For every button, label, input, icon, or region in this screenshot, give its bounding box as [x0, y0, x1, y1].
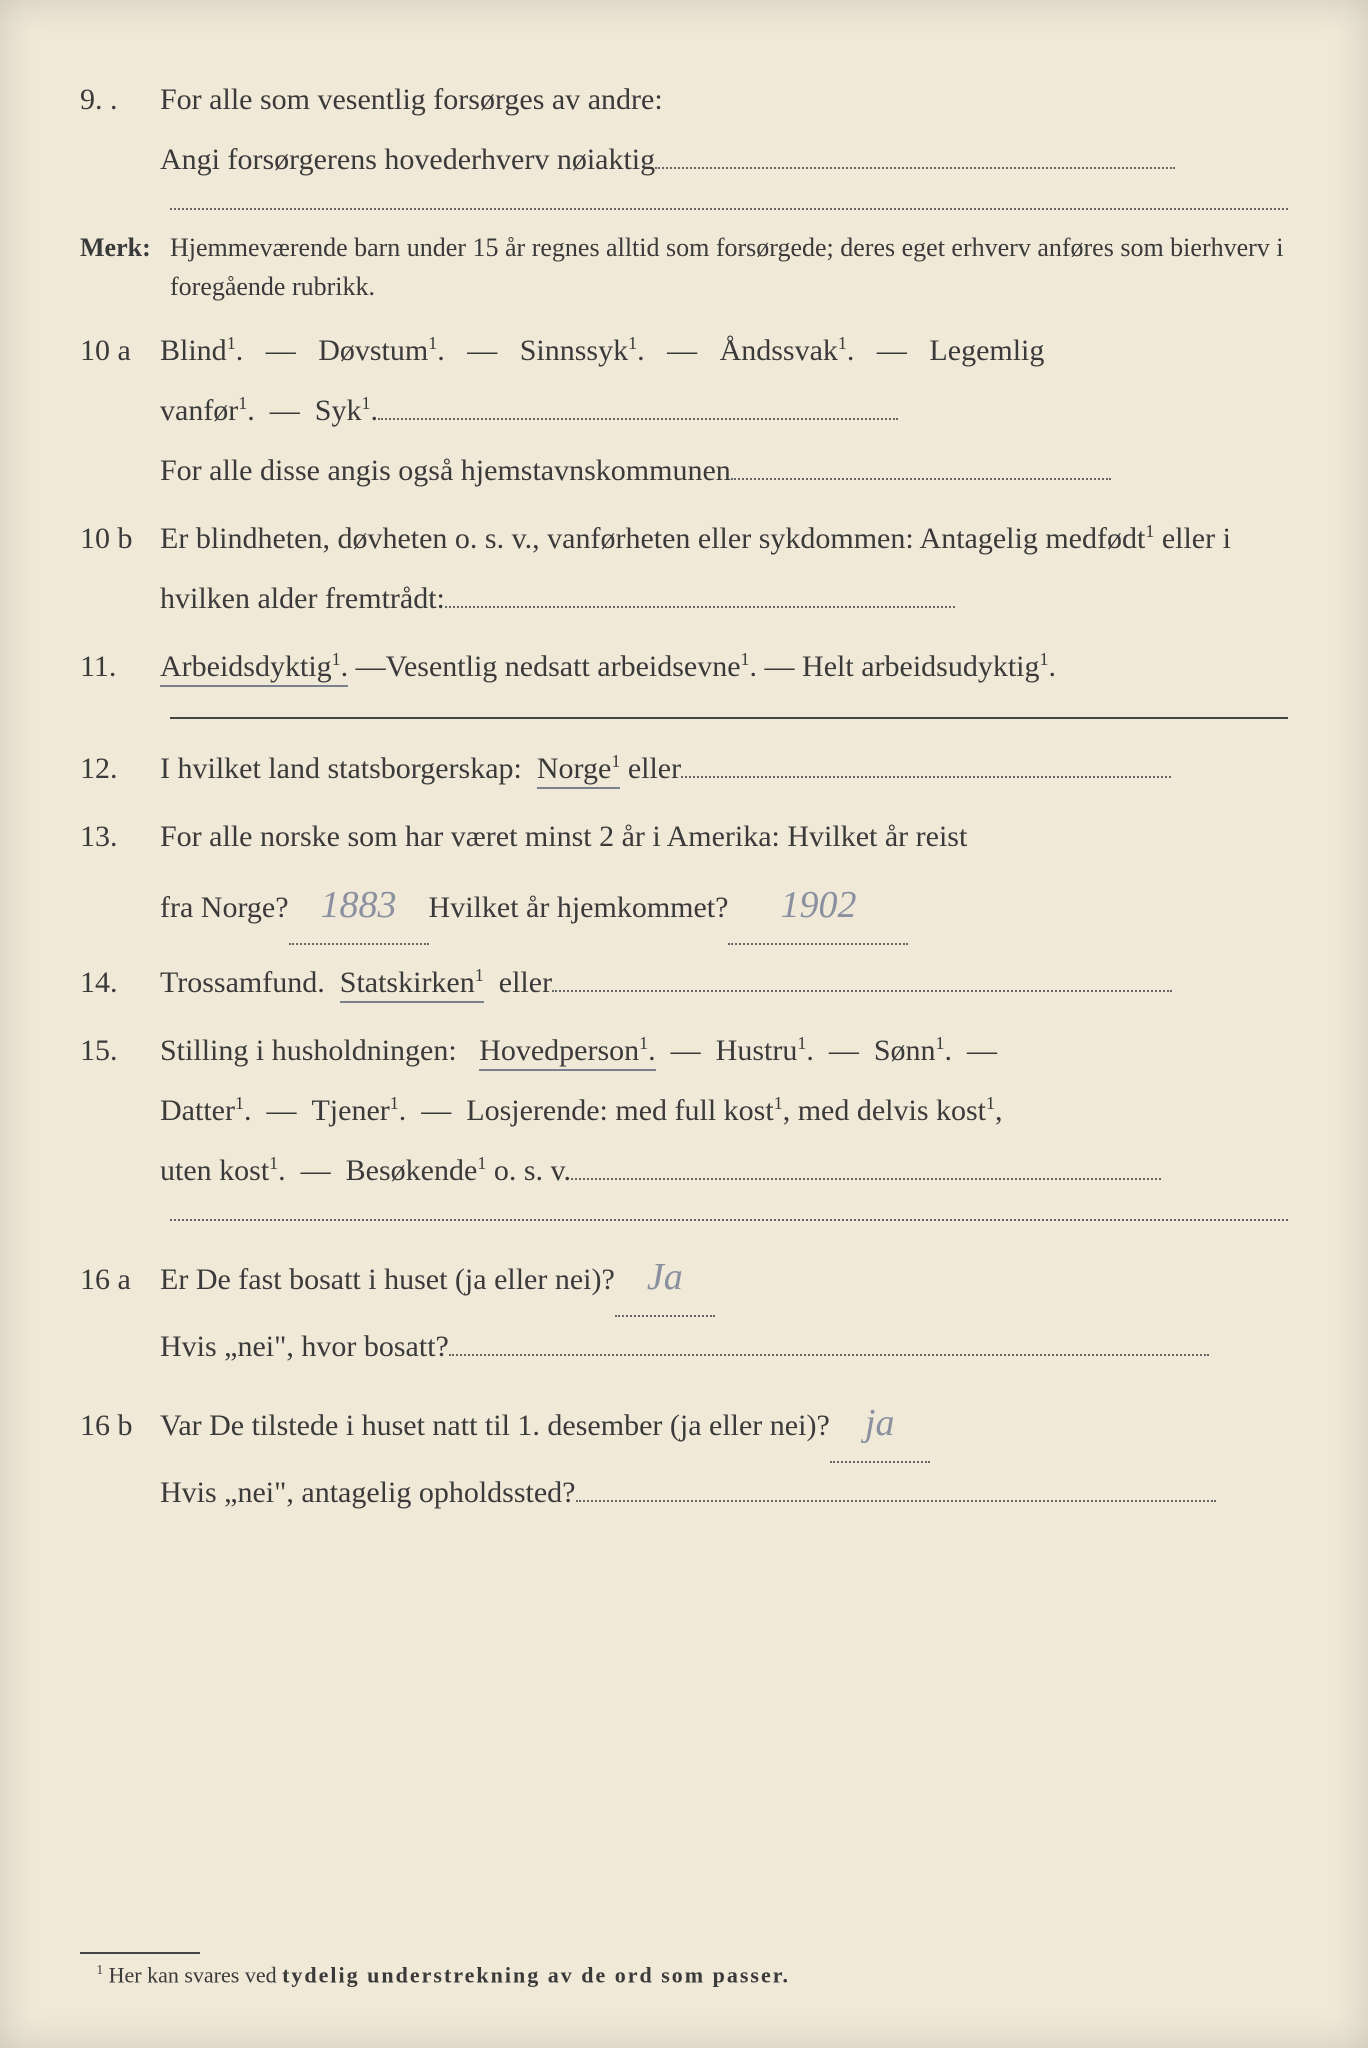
q14-eller: eller: [499, 966, 552, 999]
q16a-text2: Hvis „nei", hvor bosatt?: [160, 1330, 449, 1363]
q16b-answer: ja: [865, 1402, 895, 1444]
question-15: 15. Stilling i husholdningen: Hovedperso…: [80, 1021, 1288, 1201]
q15-losjerende: Losjerende: med full kost: [466, 1094, 773, 1127]
q16b-number: 16 b: [80, 1409, 160, 1443]
q15-osv: o. s. v.: [486, 1154, 571, 1187]
q12-eller: eller: [628, 752, 681, 785]
q9-line1: For alle som vesentlig forsørges av andr…: [160, 83, 663, 116]
q16a-content: Er De fast bosatt i huset (ja eller nei)…: [160, 1239, 1288, 1377]
q15-besokende: Besøkende: [346, 1154, 478, 1187]
q15-text: Stilling i husholdningen:: [160, 1034, 457, 1067]
census-form-page: 9. . For alle som vesentlig forsørges av…: [0, 0, 1368, 2048]
q12-text: I hvilket land statsborgerskap:: [160, 752, 522, 785]
merk-text: Hjemmeværende barn under 15 år regnes al…: [170, 228, 1288, 306]
question-11: 11. Arbeidsdyktig1. —Vesentlig nedsatt a…: [80, 637, 1288, 697]
q12-content: I hvilket land statsborgerskap: Norge1 e…: [160, 739, 1288, 799]
q16b-content: Var De tilstede i huset natt til 1. dese…: [160, 1385, 1288, 1523]
q10a-syk: Syk: [315, 394, 362, 427]
question-16a: 16 a Er De fast bosatt i huset (ja eller…: [80, 1239, 1288, 1377]
footnote-num: 1: [97, 1962, 104, 1977]
q9-number: 9. .: [80, 83, 160, 117]
q15-uten: uten kost: [160, 1154, 269, 1187]
q13-number: 13.: [80, 820, 160, 854]
q16b-text2: Hvis „nei", antagelig opholdssted?: [160, 1476, 576, 1509]
q12-number: 12.: [80, 752, 160, 786]
q15-datter: Datter: [160, 1094, 235, 1127]
merk-note: Merk: Hjemmeværende barn under 15 år reg…: [80, 228, 1288, 306]
q11-number: 11.: [80, 650, 160, 684]
q10a-legemlig: Legemlig: [929, 334, 1044, 367]
question-9: 9. . For alle som vesentlig forsørges av…: [80, 70, 1288, 190]
q10a-andssvak: Åndssvak: [720, 334, 838, 367]
question-10b: 10 b Er blindheten, døvheten o. s. v., v…: [80, 509, 1288, 629]
q11-content: Arbeidsdyktig1. —Vesentlig nedsatt arbei…: [160, 637, 1288, 697]
q10a-dovstum: Døvstum: [318, 334, 428, 367]
section-divider-1: [170, 717, 1288, 719]
q10b-content: Er blindheten, døvheten o. s. v., vanfør…: [160, 509, 1288, 629]
question-16b: 16 b Var De tilstede i huset natt til 1.…: [80, 1385, 1288, 1523]
q12-norge: Norge1: [537, 752, 620, 789]
q14-number: 14.: [80, 966, 160, 1000]
footnote-bold: tydelig understrekning av de ord som pas…: [282, 1962, 790, 1987]
q10a-sinnssyk: Sinnssyk: [520, 334, 628, 367]
q11-mid: Vesentlig nedsatt arbeidsevne: [386, 650, 741, 683]
divider: [170, 208, 1288, 210]
q11-arbeidsdyktig: Arbeidsdyktig1.: [160, 650, 348, 687]
question-14: 14. Trossamfund. Statskirken1 eller: [80, 953, 1288, 1013]
q15-delvis: , med delvis kost: [783, 1094, 986, 1127]
footnote-text: Her kan svares ved: [109, 1962, 283, 1987]
footnote: 1 Her kan svares ved tydelig understrekn…: [80, 1952, 1288, 1988]
question-13: 13. For alle norske som har været minst …: [80, 807, 1288, 945]
q13-answer1: 1883: [321, 884, 397, 926]
q16b-text1: Var De tilstede i huset natt til 1. dese…: [160, 1409, 830, 1442]
q14-statskirken: Statskirken1: [340, 966, 484, 1003]
q13-content: For alle norske som har været minst 2 år…: [160, 807, 1288, 945]
q10a-number: 10 a: [80, 334, 160, 368]
q9-line2: Angi forsørgerens hovederhverv nøiaktig: [160, 143, 655, 176]
q10a-blind: Blind: [160, 334, 227, 367]
q16a-answer: Ja: [647, 1256, 683, 1298]
q14-text: Trossamfund.: [160, 966, 325, 999]
q10a-line3: For alle disse angis også hjemstavnskomm…: [160, 454, 731, 487]
q10a-vanfor: vanfør: [160, 394, 238, 427]
q15-number: 15.: [80, 1034, 160, 1068]
q14-content: Trossamfund. Statskirken1 eller: [160, 953, 1288, 1013]
merk-label: Merk:: [80, 233, 170, 263]
question-12: 12. I hvilket land statsborgerskap: Norg…: [80, 739, 1288, 799]
q13-answer2: 1902: [780, 884, 856, 926]
q10b-text: Er blindheten, døvheten o. s. v., vanfør…: [160, 522, 1145, 555]
divider: [170, 1219, 1288, 1221]
q15-tjener: Tjener: [311, 1094, 389, 1127]
q16a-number: 16 a: [80, 1263, 160, 1297]
q11-opt3: Helt arbeidsudyktig: [802, 650, 1039, 683]
q15-hovedperson: Hovedperson1.: [479, 1034, 655, 1071]
q16a-text1: Er De fast bosatt i huset (ja eller nei)…: [160, 1263, 615, 1296]
q15-sonn: Sønn: [874, 1034, 936, 1067]
q10a-content: Blind1. — Døvstum1. — Sinnssyk1. — Åndss…: [160, 321, 1288, 501]
q13-text1: For alle norske som har været minst 2 år…: [160, 820, 967, 853]
q10b-number: 10 b: [80, 522, 160, 556]
q15-hustru: Hustru: [716, 1034, 798, 1067]
q15-content: Stilling i husholdningen: Hovedperson1. …: [160, 1021, 1288, 1201]
q9-content: For alle som vesentlig forsørges av andr…: [160, 70, 1288, 190]
question-10a: 10 a Blind1. — Døvstum1. — Sinnssyk1. — …: [80, 321, 1288, 501]
footnote-rule: [80, 1952, 200, 1954]
q13-text2: fra Norge?: [160, 891, 289, 924]
q13-text3: Hvilket år hjemkommet?: [429, 891, 729, 924]
